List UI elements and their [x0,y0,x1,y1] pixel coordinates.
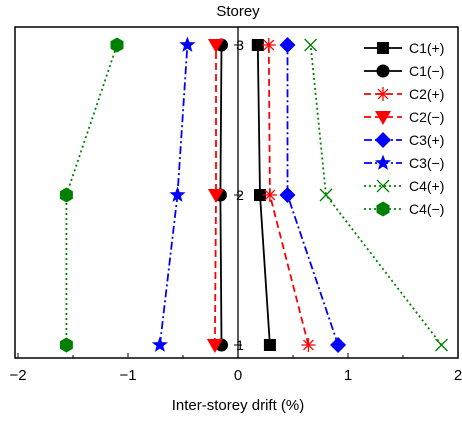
data-point [263,339,276,351]
legend-label: C4(+) [409,178,444,194]
data-point [261,38,276,52]
x-axis: −2 −1 0 1 2 [9,353,462,384]
data-point [169,186,186,202]
data-point [208,189,224,203]
data-point [151,336,168,352]
x-tick-label: 1 [344,367,352,384]
y-tick-label: 2 [236,187,244,203]
data-point [206,339,223,353]
chart-title: Storey [216,3,260,20]
legend-marker [375,111,391,125]
series-line [214,45,217,346]
data-point [59,337,73,353]
data-point [110,37,124,53]
data-point [251,39,264,51]
data-point [301,338,316,352]
legend-marker [377,42,389,54]
x-tick-label: 0 [234,367,242,384]
plot-area: 1 2 3 [59,27,448,358]
legend-label: C3(+) [409,132,444,148]
data-point [279,37,296,53]
data-point [262,188,277,202]
y-tick-label: 3 [236,37,244,53]
legend-label: C3(−) [409,155,444,171]
data-point [208,39,224,53]
series-line [65,44,118,345]
data-point [279,187,296,203]
legend-label: C4(−) [409,201,444,217]
data-point [435,338,448,352]
data-point [179,36,196,52]
x-axis-label: Inter-storey drift (%) [172,397,305,414]
legend-marker [374,154,392,170]
legend-label: C2(−) [409,109,444,125]
data-point [304,38,318,52]
plot-frame [14,26,459,359]
legend-label: C1(−) [409,63,444,79]
legend-label: C1(+) [409,40,444,56]
data-point [330,337,347,353]
data-point [254,189,266,201]
series-line [286,45,339,346]
legend-marker [375,132,391,148]
legend-label: C2(+) [409,86,444,102]
legend: C1(+) C1(−) C2(+) C2(−) C3(+) C3(−) C4(+) C4(−) [364,40,444,217]
data-point [319,188,333,202]
x-tick-label: 2 [454,367,462,384]
y-tick-label: 1 [236,337,244,353]
x-tick-label: −2 [9,367,26,384]
x-tick-label: −1 [119,367,136,384]
legend-marker [376,64,390,78]
legend-marker [376,179,390,193]
legend-marker [376,201,390,217]
data-point [59,187,73,203]
legend-marker [376,87,390,101]
